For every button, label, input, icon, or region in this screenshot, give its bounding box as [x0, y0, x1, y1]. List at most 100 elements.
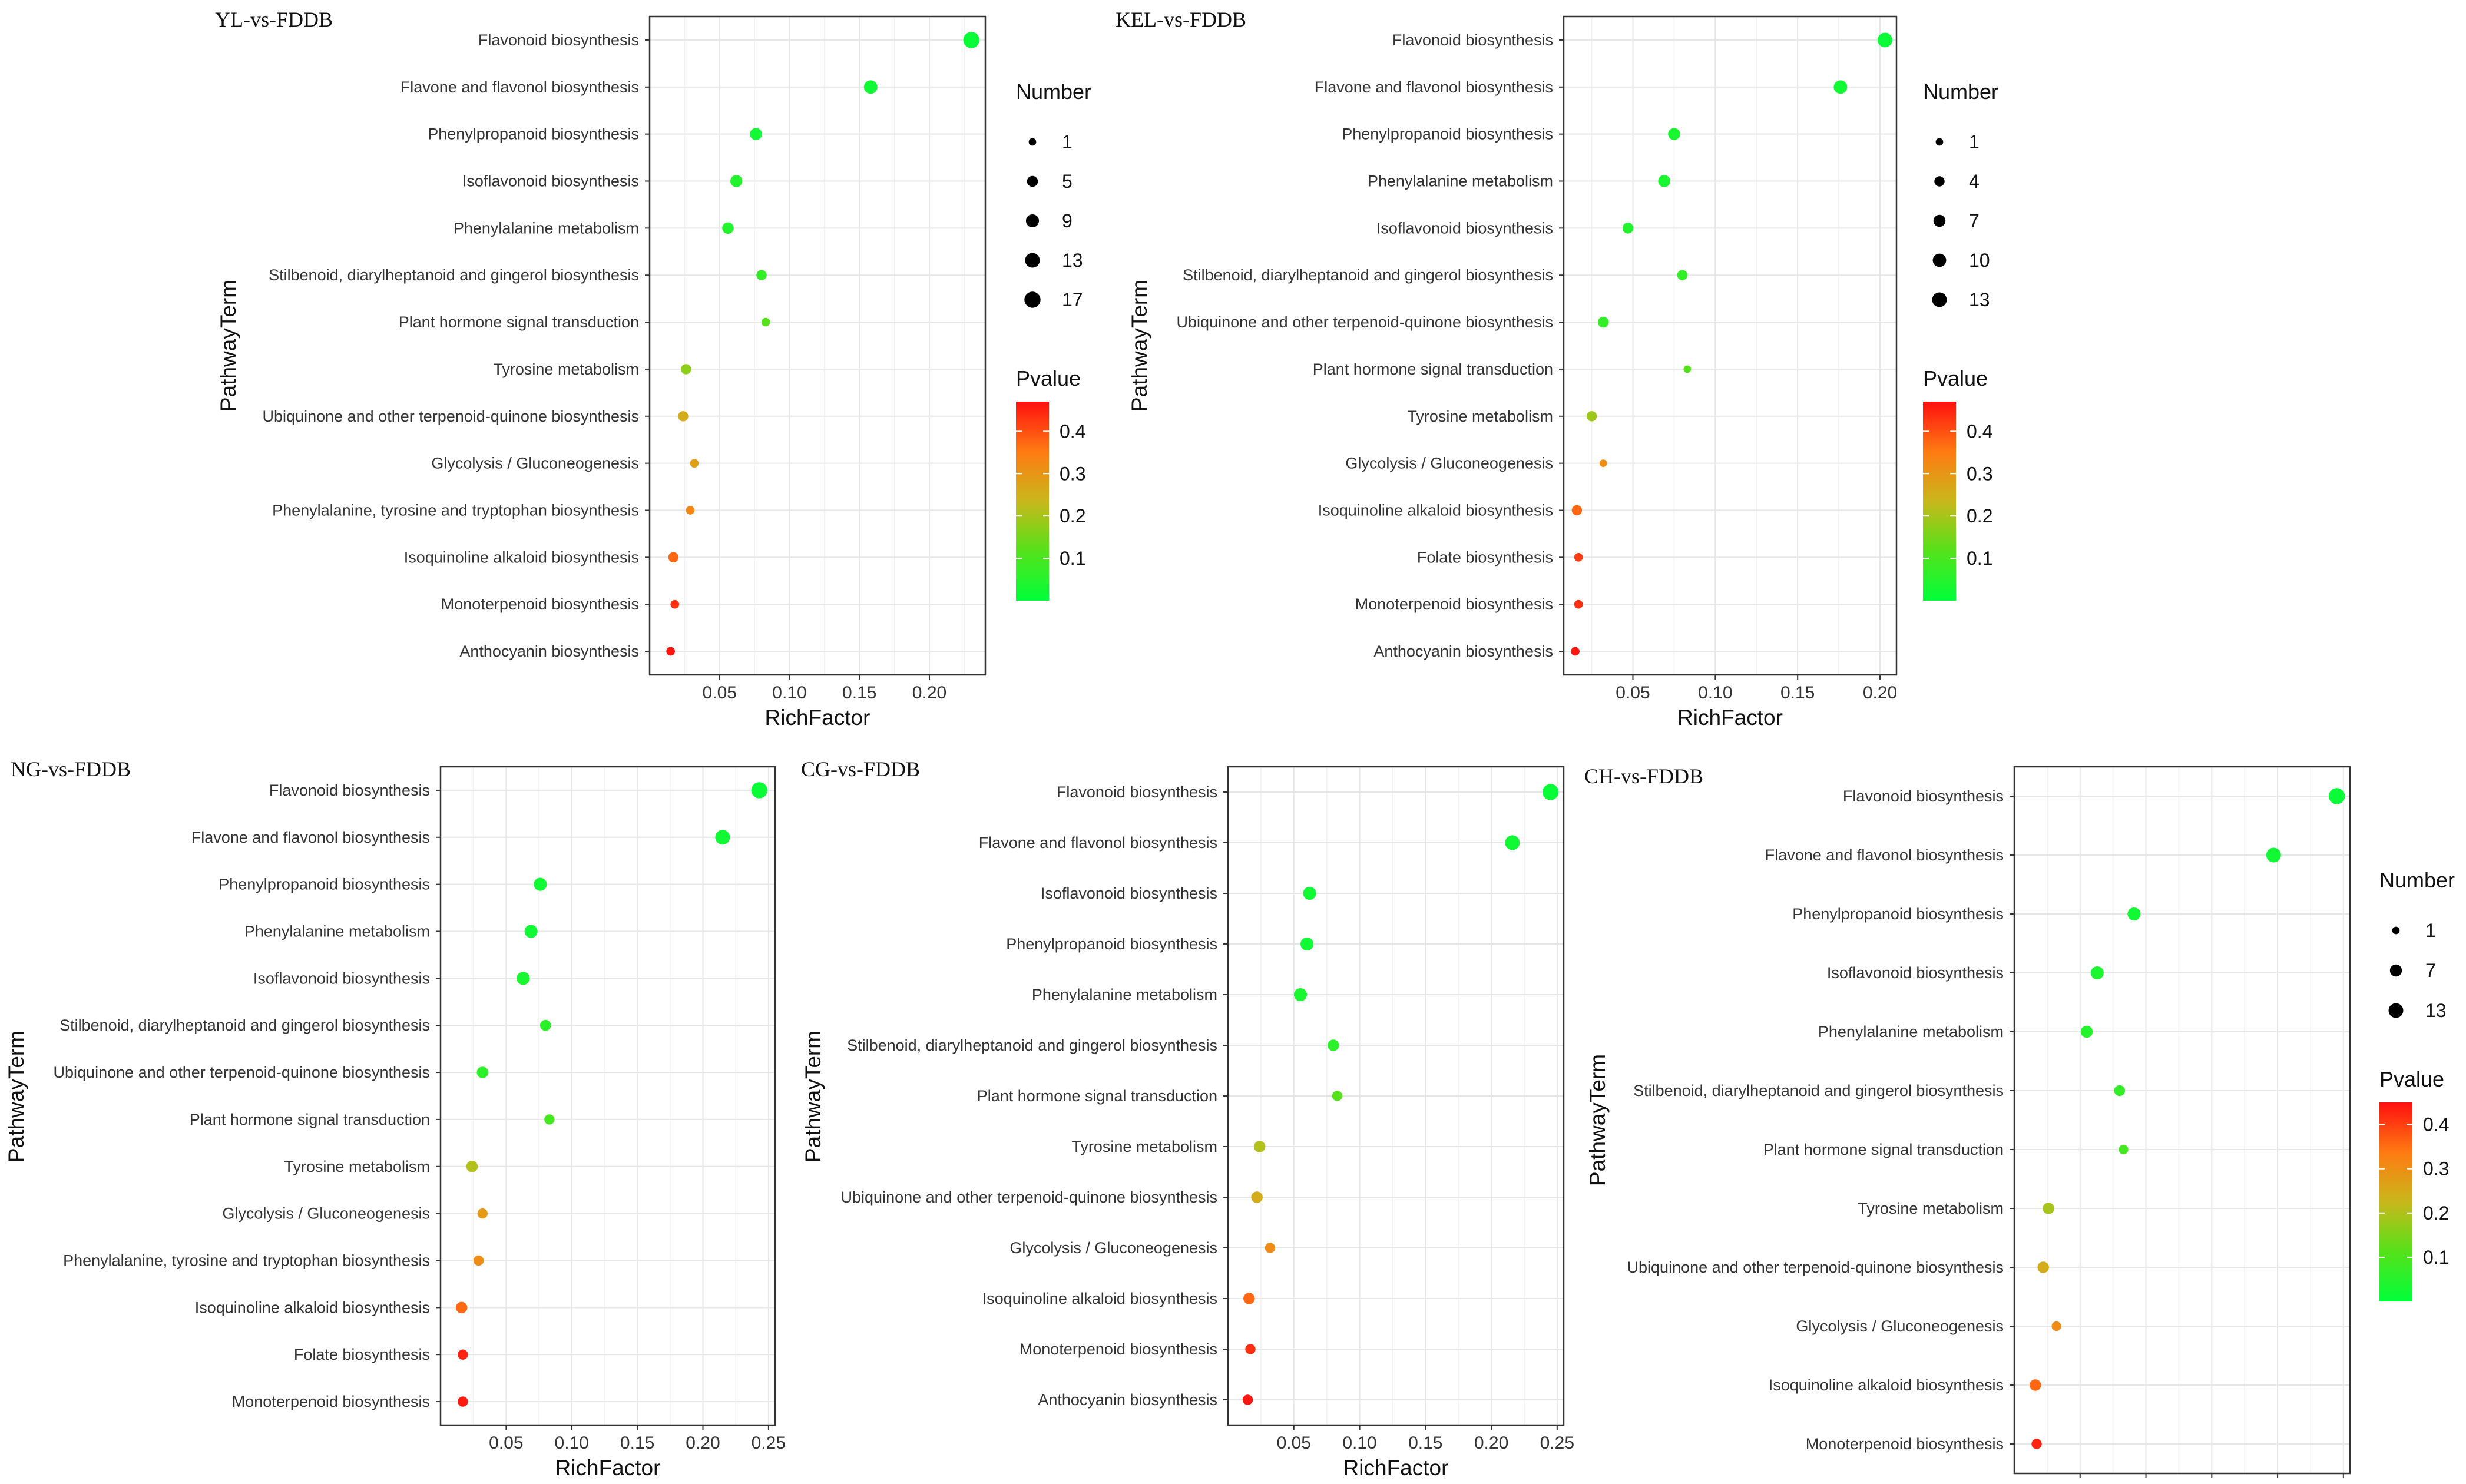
y-tick-label: Flavone and flavonol biosynthesis — [979, 834, 1217, 852]
size-legend-label: 7 — [2425, 960, 2436, 981]
data-point — [1265, 1243, 1276, 1253]
data-point — [722, 222, 734, 234]
data-point — [2030, 1379, 2041, 1391]
y-tick-label: Monoterpenoid biosynthesis — [1019, 1340, 1217, 1358]
data-point — [2080, 1025, 2093, 1038]
y-tick-label: Plant hormone signal transduction — [977, 1087, 1217, 1105]
y-tick-label: Phenylpropanoid biosynthesis — [1006, 935, 1217, 953]
data-point — [756, 270, 767, 280]
data-point — [670, 599, 680, 609]
y-tick-label: Isoflavonoid biosynthesis — [253, 969, 430, 987]
data-point — [1245, 1344, 1256, 1354]
x-tick-label: 0.10 — [1698, 683, 1732, 703]
y-tick-label: Monoterpenoid biosynthesis — [441, 595, 639, 613]
data-point — [761, 317, 770, 327]
data-point — [476, 1066, 489, 1078]
data-point — [477, 1208, 488, 1219]
y-tick-label: Stilbenoid, diarylheptanoid and gingerol… — [847, 1036, 1217, 1054]
y-tick-label: Phenylalanine, tyrosine and tryptophan b… — [272, 502, 639, 519]
y-tick-label: Tyrosine metabolism — [284, 1158, 430, 1175]
data-point — [690, 459, 699, 468]
y-tick-label: Flavonoid biosynthesis — [1392, 31, 1553, 49]
data-point — [1599, 459, 1607, 467]
size-legend-title: Number — [1016, 80, 1091, 104]
x-tick-label: 0.10 — [2129, 1482, 2163, 1484]
data-point — [863, 80, 878, 94]
color-legend-title: Pvalue — [1016, 366, 1081, 390]
data-point — [730, 175, 743, 187]
data-point — [466, 1161, 478, 1172]
y-tick-label: Anthocyanin biosynthesis — [459, 642, 639, 660]
size-legend-label: 13 — [2425, 1000, 2447, 1021]
y-tick-label: Isoquinoline alkaloid biosynthesis — [195, 1298, 430, 1316]
data-point — [1293, 988, 1307, 1002]
data-point — [666, 647, 675, 656]
size-legend-label: 13 — [1969, 289, 1990, 310]
y-axis-label: PathwayTerm — [4, 1031, 28, 1162]
data-point — [2031, 1439, 2042, 1449]
chart-title: YL-vs-FDDB — [215, 8, 333, 31]
chart-panel-5: Flavonoid biosynthesis Flavone and flavon… — [1584, 764, 2455, 1484]
y-tick-label: Plant hormone signal transduction — [1313, 360, 1553, 378]
y-tick-label: Phenylpropanoid biosynthesis — [428, 125, 639, 143]
size-legend-title: Number — [1923, 80, 1998, 104]
color-legend-label: 0.4 — [2423, 1114, 2449, 1135]
data-point — [2051, 1321, 2061, 1331]
data-point — [1332, 1091, 1343, 1101]
y-tick-label: Ubiquinone and other terpenoid-quinone b… — [54, 1064, 430, 1081]
size-legend-label: 7 — [1969, 210, 1980, 231]
data-point — [455, 1301, 468, 1314]
size-legend-dot — [2392, 926, 2400, 935]
y-tick-label: Tyrosine metabolism — [493, 360, 639, 378]
y-tick-label: Stilbenoid, diarylheptanoid and gingerol… — [1633, 1082, 2004, 1099]
y-tick-label: Flavone and flavonol biosynthesis — [1315, 78, 1553, 96]
data-point — [458, 1396, 468, 1407]
y-tick-label: Flavonoid biosynthesis — [1843, 787, 2004, 805]
x-tick-label: 0.15 — [1408, 1433, 1442, 1453]
y-axis-label: PathwayTerm — [216, 280, 240, 412]
y-tick-label: Folate biosynthesis — [1417, 548, 1553, 566]
data-point — [534, 877, 547, 891]
y-tick-label: Tyrosine metabolism — [1858, 1200, 2004, 1217]
y-tick-label: Isoquinoline alkaloid biosynthesis — [982, 1290, 1217, 1307]
y-tick-label: Folate biosynthesis — [294, 1346, 430, 1363]
data-point — [1251, 1191, 1263, 1203]
x-tick-label: 0.15 — [620, 1433, 654, 1453]
x-tick-label: 0.05 — [703, 683, 737, 703]
data-point — [1303, 886, 1316, 900]
data-point — [1242, 1394, 1253, 1405]
x-tick-label: 0.10 — [1342, 1433, 1376, 1453]
size-legend-label: 4 — [1969, 171, 1980, 192]
y-tick-label: Flavonoid biosynthesis — [1057, 783, 1217, 801]
y-tick-label: Anthocyanin biosynthesis — [1038, 1391, 1217, 1409]
y-tick-label: Isoflavonoid biosynthesis — [462, 173, 639, 190]
size-legend-dot — [1025, 214, 1040, 228]
y-tick-label: Glycolysis / Gluconeogenesis — [1796, 1317, 2004, 1335]
y-tick-label: Flavonoid biosynthesis — [269, 781, 430, 799]
x-tick-label: 0.25 — [2326, 1482, 2361, 1484]
color-legend-label: 0.3 — [1967, 463, 1992, 484]
size-legend-dot — [1932, 253, 1947, 267]
data-point — [1574, 599, 1583, 609]
y-tick-label: Monoterpenoid biosynthesis — [1355, 595, 1553, 613]
y-tick-label: Phenylalanine metabolism — [244, 923, 430, 940]
y-tick-label: Glycolysis / Gluconeogenesis — [1345, 455, 1553, 472]
x-axis-label: RichFactor — [555, 1456, 661, 1480]
data-point — [1877, 32, 1892, 48]
color-legend-label: 0.1 — [1060, 548, 1085, 569]
plot-frame — [1563, 15, 1898, 676]
size-legend-label: 1 — [1969, 131, 1980, 153]
data-point — [1668, 128, 1680, 140]
color-legend-title: Pvalue — [1923, 366, 1988, 390]
data-point — [1833, 80, 1848, 94]
data-point — [2266, 847, 2281, 863]
color-legend-label: 0.3 — [2423, 1158, 2449, 1180]
y-tick-label: Phenylalanine metabolism — [1818, 1023, 2004, 1041]
color-legend-bar — [1923, 402, 1956, 601]
plot-background — [2014, 767, 2350, 1473]
y-tick-label: Stilbenoid, diarylheptanoid and gingerol… — [1183, 266, 1553, 284]
data-point — [2127, 907, 2141, 921]
x-tick-label: 0.10 — [555, 1433, 589, 1453]
y-tick-label: Flavonoid biosynthesis — [478, 31, 639, 49]
data-point — [2328, 788, 2345, 804]
